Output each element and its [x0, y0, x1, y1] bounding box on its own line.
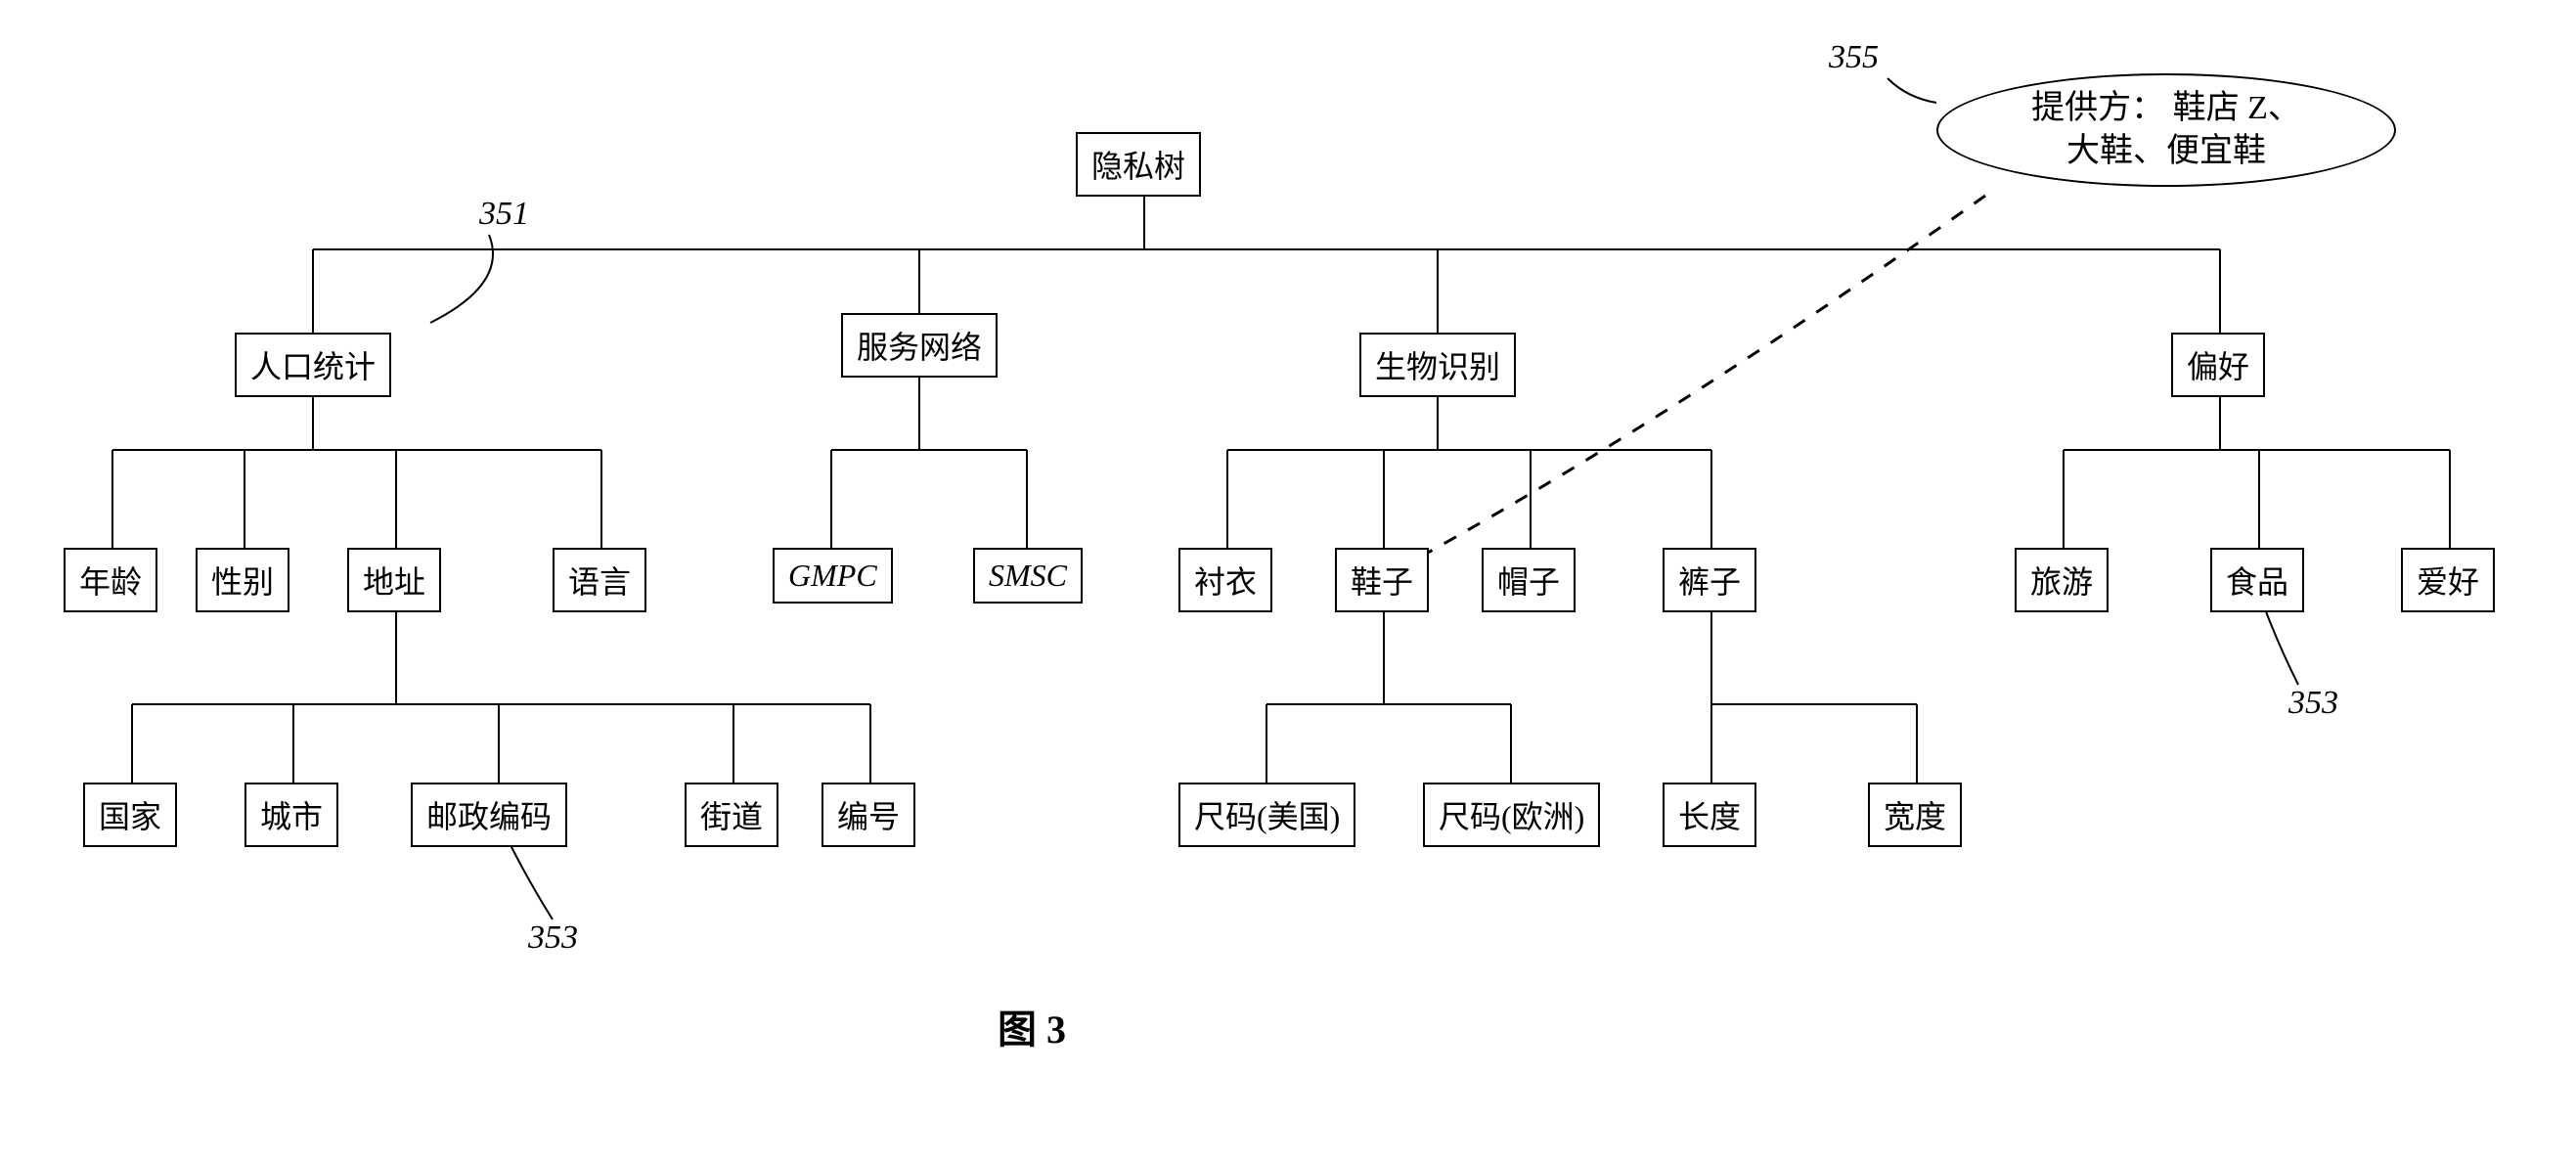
node-address: 地址 [347, 548, 441, 612]
node-hobby: 爱好 [2401, 548, 2495, 612]
node-travel: 旅游 [2015, 548, 2109, 612]
node-gender: 性别 [196, 548, 289, 612]
annot-351: 351 [479, 196, 529, 233]
node-biometrics: 生物识别 [1359, 333, 1516, 397]
node-size-us: 尺码(美国) [1178, 783, 1355, 847]
figure-caption: 图 3 [998, 998, 1066, 1054]
node-width: 宽度 [1868, 783, 1962, 847]
node-gmpc: GMPC [773, 548, 893, 604]
node-age: 年龄 [64, 548, 157, 612]
node-shoes: 鞋子 [1335, 548, 1429, 612]
callout-line2: 大鞋、便宜鞋 [1968, 130, 2365, 173]
node-preference: 偏好 [2171, 333, 2265, 397]
node-hat: 帽子 [1482, 548, 1576, 612]
node-demographics: 人口统计 [235, 333, 391, 397]
node-size-eu: 尺码(欧洲) [1423, 783, 1600, 847]
node-number: 编号 [822, 783, 915, 847]
node-street: 街道 [685, 783, 778, 847]
node-service-network: 服务网络 [841, 313, 998, 378]
annot-353-left: 353 [528, 919, 578, 957]
node-language: 语言 [553, 548, 646, 612]
annot-353-right: 353 [2288, 685, 2338, 722]
node-length: 长度 [1663, 783, 1756, 847]
node-shirt: 衬衣 [1178, 548, 1272, 612]
node-smsc: SMSC [973, 548, 1083, 604]
node-country: 国家 [83, 783, 177, 847]
tree-diagram: 隐私树 人口统计 服务网络 生物识别 偏好 年龄 性别 地址 语言 国家 城市 … [20, 20, 2576, 1144]
callout-line1: 提供方： 鞋店 Z、 [1968, 87, 2365, 130]
node-root: 隐私树 [1076, 132, 1201, 197]
node-city: 城市 [244, 783, 338, 847]
node-food: 食品 [2210, 548, 2304, 612]
node-pants: 裤子 [1663, 548, 1756, 612]
node-zip: 邮政编码 [411, 783, 567, 847]
annot-355: 355 [1829, 39, 1879, 76]
callout-providers: 提供方： 鞋店 Z、 大鞋、便宜鞋 [1936, 73, 2396, 187]
